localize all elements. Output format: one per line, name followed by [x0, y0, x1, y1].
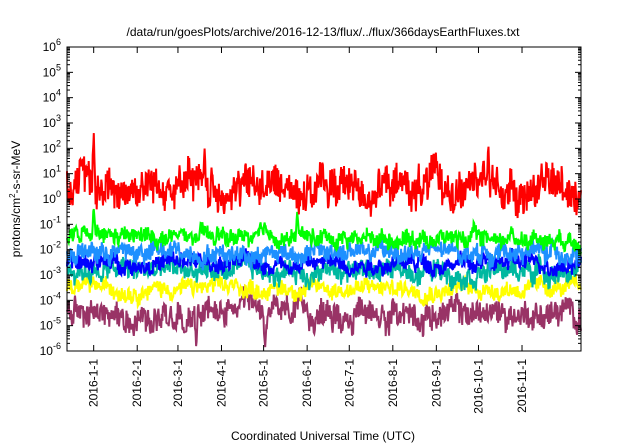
- y-label-main: protons/cm: [9, 198, 23, 257]
- flux-series-2: [66, 269, 582, 310]
- x-tick-label: 2016-11-1: [515, 359, 529, 413]
- y-tick-label: 106: [43, 37, 61, 54]
- x-axis: 2016-1-1 2016-2-1 2016-3-1 2016-4-1 2016-5-1…: [87, 47, 529, 414]
- y-label-rest: -s-sr-MeV: [9, 141, 23, 194]
- flux-series-5: [66, 236, 582, 271]
- y-axis-label: protons/cm2-s-sr-MeV: [8, 141, 23, 257]
- y-tick-base: 10: [43, 91, 57, 105]
- x-tick-label: 2016-7-1: [342, 359, 356, 407]
- x-tick-label: 2016-8-1: [386, 359, 400, 407]
- y-tick-exp: -1: [53, 214, 61, 224]
- y-tick-label: 10-2: [40, 240, 61, 257]
- y-tick-base: 10: [43, 192, 57, 206]
- x-tick-label: 2016-5-1: [257, 359, 271, 407]
- x-tick-label: 2016-6-1: [300, 359, 314, 407]
- y-tick-base: 10: [40, 268, 54, 282]
- x-tick-label: 2016-3-1: [171, 359, 185, 407]
- flux-series-6: [66, 208, 582, 256]
- y-tick-label: 10-4: [40, 290, 61, 307]
- y-tick-base: 10: [43, 167, 57, 181]
- y-tick-exp: -3: [53, 265, 61, 275]
- y-tick-label: 100: [43, 189, 61, 206]
- y-tick-exp: 5: [56, 62, 61, 72]
- y-tick-exp: -6: [53, 341, 61, 351]
- y-tick-exp: 4: [56, 88, 61, 98]
- y-tick-label: 104: [43, 88, 61, 105]
- y-tick-label: 103: [43, 113, 61, 130]
- y-tick-label: 102: [43, 138, 61, 155]
- y-tick-exp: -2: [53, 240, 61, 250]
- y-tick-exp: -4: [53, 290, 61, 300]
- y-tick-base: 10: [43, 116, 57, 130]
- y-tick-base: 10: [43, 141, 57, 155]
- y-axis: 10-610-510-410-310-210-11001011021031041…: [40, 37, 581, 358]
- y-tick-label: 10-1: [40, 214, 61, 231]
- y-tick-exp: 1: [56, 164, 61, 174]
- x-tick-label: 2016-10-1: [471, 359, 485, 414]
- y-tick-label: 10-6: [40, 341, 61, 358]
- y-tick-exp: -5: [53, 316, 61, 326]
- y-tick-base: 10: [40, 293, 54, 307]
- y-tick-exp: 3: [56, 113, 61, 123]
- y-tick-label: 105: [43, 62, 61, 79]
- y-tick-exp: 6: [56, 37, 61, 47]
- y-tick-exp: 0: [56, 189, 61, 199]
- x-axis-label: Coordinated Universal Time (UTC): [231, 429, 415, 443]
- y-tick-exp: 2: [56, 138, 61, 148]
- y-tick-base: 10: [43, 40, 57, 54]
- x-tick-label: 2016-2-1: [130, 359, 144, 407]
- y-tick-label: 101: [43, 164, 61, 181]
- x-tick-label: 2016-4-1: [214, 359, 228, 407]
- y-label-sup: 2: [8, 193, 17, 198]
- series-layer: [66, 133, 582, 348]
- x-tick-label: 2016-9-1: [429, 359, 443, 407]
- y-tick-base: 10: [43, 65, 57, 79]
- y-tick-label: 10-3: [40, 265, 61, 282]
- y-tick-base: 10: [40, 217, 54, 231]
- chart-title: /data/run/goesPlots/archive/2016-12-13/f…: [127, 25, 521, 39]
- y-tick-base: 10: [40, 243, 54, 257]
- y-tick-base: 10: [40, 344, 54, 358]
- flux-series-1: [66, 283, 582, 348]
- x-tick-label: 2016-1-1: [87, 359, 101, 407]
- y-tick-base: 10: [40, 319, 54, 333]
- y-tick-label: 10-5: [40, 316, 61, 333]
- flux-series-7: [66, 133, 582, 219]
